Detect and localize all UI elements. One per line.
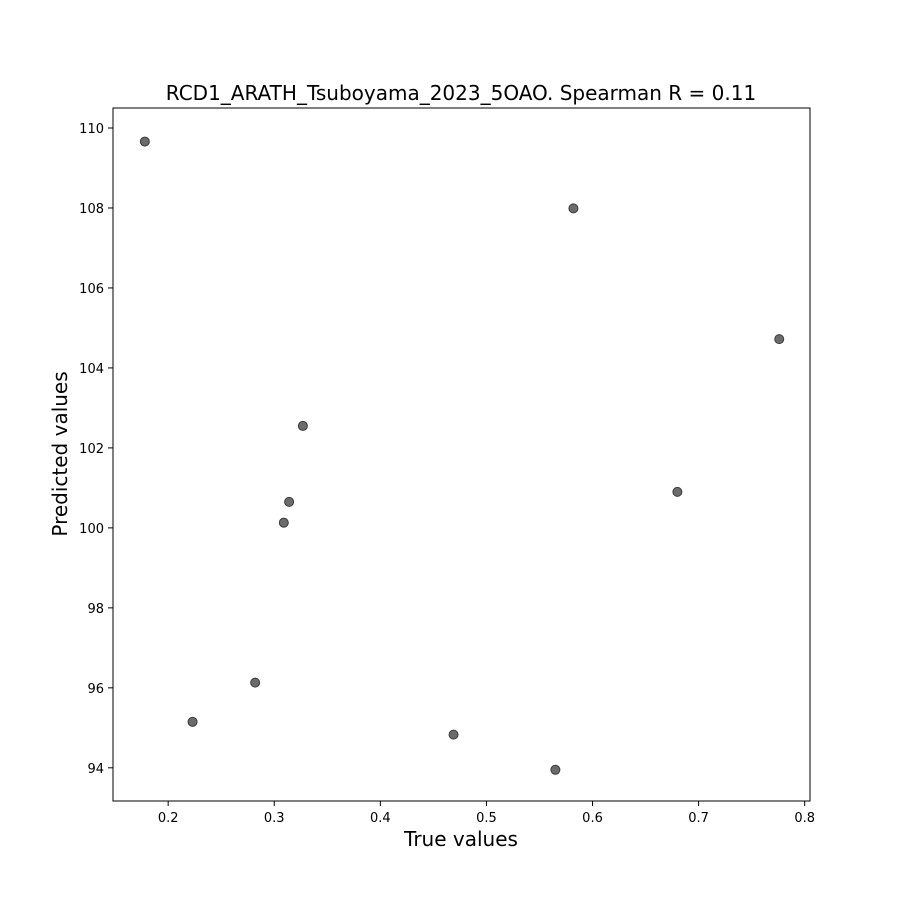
data-point <box>250 677 261 688</box>
x-axis-label: True values <box>403 827 518 851</box>
x-tick-label: 0.3 <box>264 811 285 826</box>
data-point <box>568 203 579 214</box>
chart-title: RCD1_ARATH_Tsuboyama_2023_5OAO. Spearman… <box>166 81 756 105</box>
data-point <box>774 334 785 345</box>
data-point <box>278 517 289 528</box>
x-tick-label: 0.5 <box>476 811 497 826</box>
y-tick-label: 98 <box>87 602 104 617</box>
plot-frame <box>112 107 811 802</box>
data-point <box>139 136 150 147</box>
y-axis-label: Predicted values <box>48 371 72 536</box>
x-axis: 0.2 0.3 0.4 0.5 0.6 0.7 0.8 <box>158 801 815 826</box>
data-points <box>139 136 785 775</box>
y-tick-label: 108 <box>79 202 104 217</box>
x-tick-label: 0.4 <box>370 811 391 826</box>
x-tick-label: 0.7 <box>688 811 709 826</box>
y-tick-label: 96 <box>87 682 104 697</box>
y-axis: 94 96 98 100 102 104 106 108 110 <box>79 122 113 777</box>
data-point <box>550 764 561 775</box>
y-tick-label: 106 <box>79 282 104 297</box>
data-point <box>672 486 683 497</box>
data-point <box>448 729 459 740</box>
y-tick-label: 94 <box>87 762 104 777</box>
data-point <box>284 496 295 507</box>
y-tick-label: 104 <box>79 362 104 377</box>
data-point <box>187 716 198 727</box>
x-tick-label: 0.8 <box>794 811 815 826</box>
x-tick-label: 0.2 <box>158 811 179 826</box>
y-tick-label: 110 <box>79 122 104 137</box>
x-tick-label: 0.6 <box>582 811 603 826</box>
data-point <box>297 420 308 431</box>
y-tick-label: 100 <box>79 522 104 537</box>
y-tick-label: 102 <box>79 442 104 457</box>
